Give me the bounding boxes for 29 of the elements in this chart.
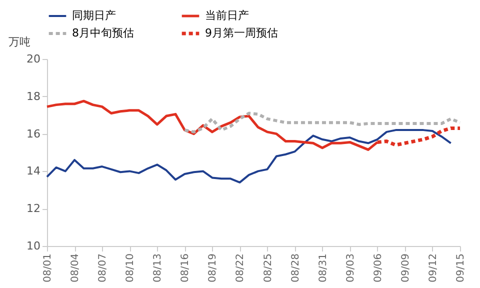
x-tick-label: 08/07 [98, 254, 109, 282]
y-tick-label: 10 [26, 240, 40, 252]
x-tick-label: 08/25 [262, 254, 274, 282]
x-tick-label: 09/09 [400, 254, 412, 282]
x-tick-label: 08/22 [235, 254, 246, 282]
line-series [183, 112, 462, 134]
legend-label: 8月中旬预估 [72, 26, 134, 40]
y-tick-label: 18 [26, 90, 40, 103]
x-tick-label: 09/03 [345, 254, 356, 282]
y-tick-label: 16 [26, 127, 40, 140]
x-tick-label: 08/16 [180, 254, 192, 282]
x-tick-label: 08/10 [125, 254, 136, 282]
x-tick-label: 08/13 [152, 254, 164, 282]
legend-label: 当前日产 [205, 9, 249, 22]
x-tick-label: 08/04 [70, 254, 82, 282]
x-tick-label: 08/28 [290, 254, 302, 282]
line-series [46, 129, 452, 184]
y-tick-label: 14 [26, 164, 40, 178]
y-axis-title: 万吨 [8, 36, 30, 48]
x-tick-label: 08/01 [42, 254, 54, 282]
x-tick-label: 08/19 [208, 254, 219, 282]
x-tick-label: 09/15 [456, 254, 466, 282]
x-tick-label: 09/06 [372, 254, 384, 282]
legend-label: 同期日产 [72, 9, 116, 22]
x-tick-label: 08/31 [318, 254, 329, 282]
y-tick-label: 12 [26, 202, 40, 216]
x-tick-label: 09/12 [428, 254, 439, 282]
legend-label: 9月第一周预估 [205, 26, 278, 40]
y-tick-label: 20 [26, 52, 40, 66]
